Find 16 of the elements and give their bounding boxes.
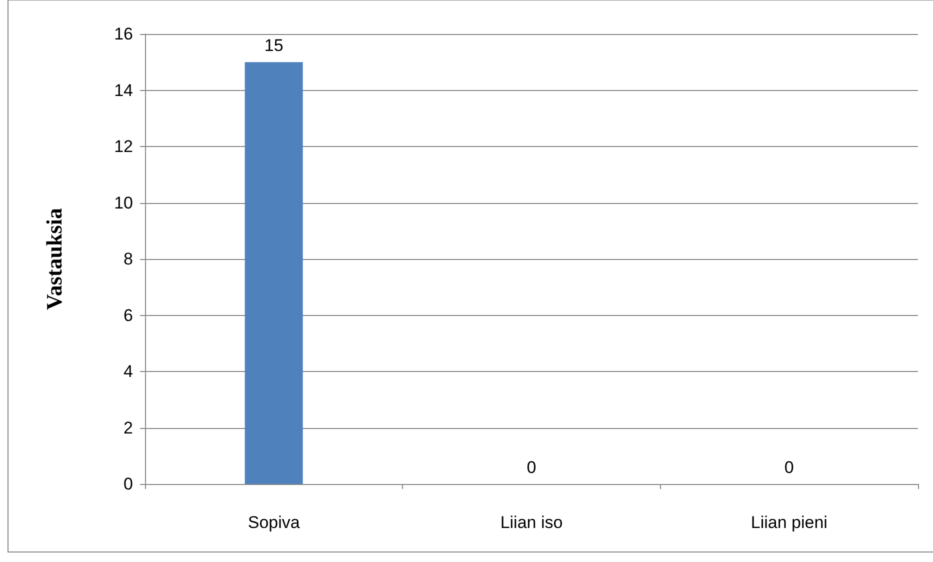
x-tick-label: Liian pieni <box>750 513 828 532</box>
x-tick-label: Sopiva <box>248 513 300 532</box>
y-axis-title: Vastauksia <box>42 208 66 310</box>
data-label: 0 <box>784 458 794 477</box>
y-tick-label: 10 <box>114 193 133 212</box>
y-tick-label: 16 <box>114 24 133 44</box>
y-tick-label: 14 <box>114 80 133 100</box>
y-tick-label: 0 <box>124 474 133 494</box>
y-tick-label: 12 <box>114 137 133 156</box>
data-label: 15 <box>264 36 284 56</box>
data-label: 0 <box>526 458 536 477</box>
y-tick-label: 8 <box>124 250 133 268</box>
x-tick-label: Liian iso <box>500 513 563 532</box>
y-tick-label: 6 <box>124 306 133 325</box>
y-tick-label: 2 <box>124 418 133 438</box>
y-tick-label: 4 <box>124 362 133 381</box>
